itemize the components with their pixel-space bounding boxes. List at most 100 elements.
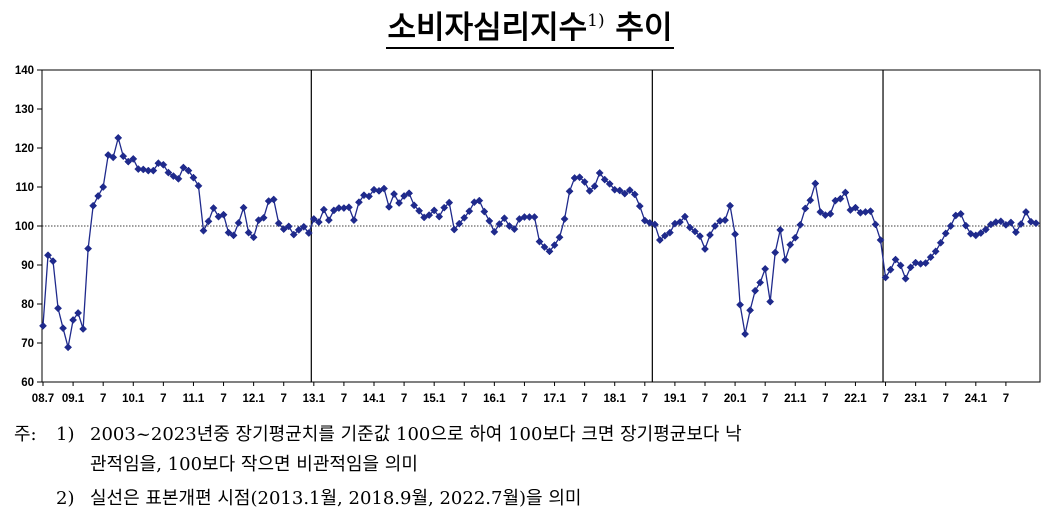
data-point xyxy=(234,218,243,227)
data-point xyxy=(706,231,714,239)
data-point xyxy=(555,233,564,242)
chart-title-footnote-mark: 1) xyxy=(587,11,605,31)
y-tick-label: 110 xyxy=(15,182,34,194)
data-point xyxy=(630,190,639,199)
data-point xyxy=(655,236,664,244)
x-tick-label: 7 xyxy=(341,393,347,405)
data-point xyxy=(74,309,83,317)
x-tick-label: 7 xyxy=(160,393,166,405)
data-point xyxy=(696,232,704,241)
x-tick-label: 09.1 xyxy=(62,393,85,405)
data-point xyxy=(505,222,514,230)
data-point xyxy=(836,194,845,203)
x-tick-label: 7 xyxy=(281,393,287,405)
data-point xyxy=(109,153,118,162)
data-point xyxy=(675,218,684,227)
data-point xyxy=(776,225,785,234)
data-point xyxy=(164,168,173,177)
footnote-1-line1: 2003~2023년중 장기평균치를 기준값 100으로 하여 100보다 크면… xyxy=(90,424,742,445)
data-point xyxy=(94,192,103,200)
data-point xyxy=(169,172,178,181)
data-point xyxy=(460,213,469,222)
data-point xyxy=(841,188,850,197)
data-point xyxy=(349,216,358,225)
data-point xyxy=(866,207,875,216)
data-point xyxy=(926,253,935,262)
data-point xyxy=(114,133,123,142)
data-point xyxy=(390,190,399,198)
data-point xyxy=(736,300,745,309)
data-point xyxy=(691,227,699,236)
data-point xyxy=(450,225,459,234)
data-point xyxy=(294,225,303,234)
data-point xyxy=(119,152,128,161)
x-tick-label: 7 xyxy=(100,393,106,405)
data-point xyxy=(976,229,985,237)
data-point xyxy=(816,208,825,216)
y-tick-label: 130 xyxy=(15,104,34,116)
data-point xyxy=(826,209,835,218)
data-point xyxy=(781,255,790,264)
x-tick-label: 7 xyxy=(762,393,768,405)
data-point xyxy=(209,204,218,213)
x-tick-label: 16.1 xyxy=(483,393,506,405)
data-point xyxy=(319,205,328,214)
data-point xyxy=(540,243,549,252)
data-point xyxy=(680,212,689,221)
x-tick-label: 19.1 xyxy=(664,393,687,405)
data-point xyxy=(761,264,770,273)
data-point xyxy=(746,306,755,315)
data-point xyxy=(415,206,424,215)
data-point xyxy=(530,213,539,221)
data-point xyxy=(731,230,740,239)
data-point xyxy=(269,195,278,204)
x-tick-label: 7 xyxy=(521,393,527,405)
data-point xyxy=(299,222,308,231)
data-point xyxy=(274,219,283,228)
data-point xyxy=(590,182,599,191)
data-point xyxy=(174,174,183,183)
data-point xyxy=(244,228,253,237)
x-tick-label: 13.1 xyxy=(303,393,326,405)
data-point xyxy=(229,231,238,240)
x-tick-label: 7 xyxy=(822,393,828,405)
data-point xyxy=(289,230,298,239)
data-point xyxy=(69,316,78,324)
data-point xyxy=(204,217,213,226)
data-point xyxy=(425,211,434,220)
data-point xyxy=(791,233,800,242)
data-point xyxy=(1006,218,1015,227)
data-point xyxy=(224,228,233,237)
data-point xyxy=(1016,220,1025,229)
data-point xyxy=(309,215,318,223)
data-point xyxy=(685,223,694,232)
footnote-2-number: 2) xyxy=(56,488,75,509)
footnote-2-line1: 실선은 표본개편 시점(2013.1월, 2018.9월, 2022.7월)을 … xyxy=(90,488,582,509)
data-point xyxy=(239,203,248,212)
data-point xyxy=(801,204,810,213)
data-point xyxy=(635,202,644,211)
data-point xyxy=(771,248,780,257)
data-point xyxy=(455,219,464,228)
data-point xyxy=(811,179,820,188)
data-point xyxy=(721,216,730,225)
data-point xyxy=(711,222,719,230)
footnote-1-line2: 관적임을, 100보다 작으면 비관적임을 의미 xyxy=(90,454,418,475)
x-tick-label: 15.1 xyxy=(423,393,446,405)
x-tick-label: 18.1 xyxy=(604,393,627,405)
data-point xyxy=(766,297,775,306)
data-point xyxy=(996,217,1005,226)
x-tick-label: 10.1 xyxy=(122,393,145,405)
footnote-1-number: 1) xyxy=(56,424,75,445)
x-tick-label: 14.1 xyxy=(363,393,386,405)
data-point xyxy=(64,343,73,352)
data-point xyxy=(435,212,444,221)
data-point xyxy=(851,203,860,212)
chart-title-text: 소비자심리지수 xyxy=(387,10,588,46)
data-point xyxy=(741,330,750,338)
data-point xyxy=(194,181,203,190)
data-point xyxy=(279,225,288,234)
data-point xyxy=(580,177,589,186)
data-point xyxy=(500,214,509,223)
line-chart: 60 70 80 90 100 110 120 130 140 08.7 09.1 7 10.1 7 11.… xyxy=(15,65,1041,405)
